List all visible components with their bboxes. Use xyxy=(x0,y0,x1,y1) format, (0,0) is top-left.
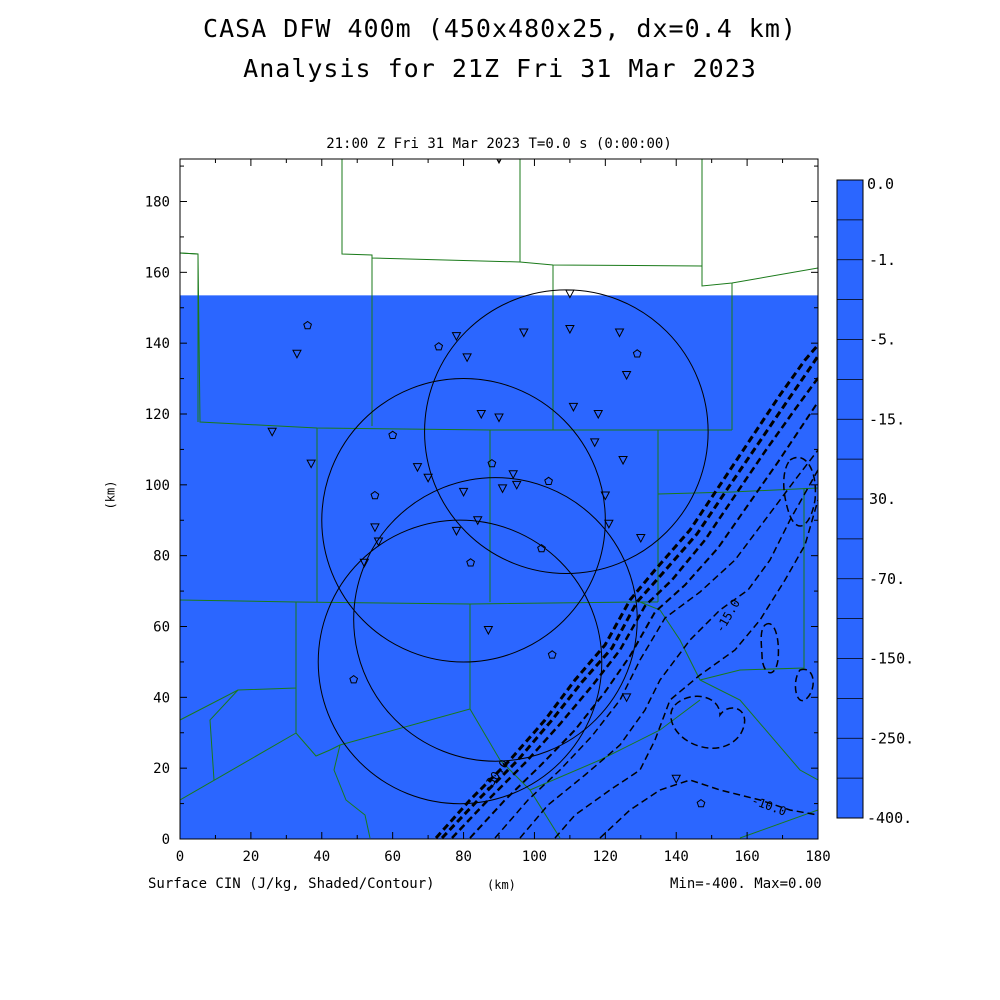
station-triangle xyxy=(494,413,504,423)
y-tick-label: 160 xyxy=(145,265,170,281)
station-triangle xyxy=(359,558,370,568)
station-triangle xyxy=(593,410,604,420)
station-pentagon xyxy=(537,543,546,553)
station-triangle xyxy=(635,533,646,544)
y-tick-label: 140 xyxy=(145,336,170,352)
station-pentagon xyxy=(466,558,475,567)
station-triangle xyxy=(497,484,508,494)
map-title: CASA DFW 400m (450x480x25, dx=0.4 km) xyxy=(203,14,797,43)
station-pentagon xyxy=(547,650,557,659)
station-triangle xyxy=(621,371,632,381)
station-triangle xyxy=(565,289,575,299)
station-triangle xyxy=(618,456,628,466)
station-triangle xyxy=(483,626,494,636)
x-tick-label: 180 xyxy=(805,849,830,865)
station-triangle xyxy=(565,325,575,335)
station-pentagon xyxy=(303,320,312,330)
map-subtitle: Analysis for 21Z Fri 31 Mar 2023 xyxy=(243,54,757,83)
y-tick-label: 60 xyxy=(153,620,170,636)
station-pentagon xyxy=(696,798,706,808)
station-triangle xyxy=(511,480,522,490)
min-max-label: Min=-400. Max=0.00 xyxy=(670,876,822,892)
station-triangle xyxy=(451,526,462,536)
range-ring xyxy=(317,519,603,805)
colorbar-label: 30. xyxy=(869,490,896,508)
station-pentagon xyxy=(349,674,359,684)
cin-contours xyxy=(434,344,818,839)
station-triangle xyxy=(373,537,384,547)
colorbar-label: -250. xyxy=(869,729,914,747)
station-triangle xyxy=(458,487,469,497)
station-triangle xyxy=(423,473,433,483)
station-pentagon xyxy=(370,490,380,500)
y-axis-ticks: 0 20 40 60 80 100 120 140 160 180 xyxy=(145,165,818,848)
station-triangle xyxy=(604,519,614,529)
station-pentagon xyxy=(487,458,497,468)
station-triangle xyxy=(671,774,682,784)
colorbar-label: -15. xyxy=(869,410,905,428)
colorbar-label: -70. xyxy=(869,570,905,588)
x-tick-label: 160 xyxy=(734,849,759,865)
station-triangle xyxy=(568,402,579,412)
station-triangle xyxy=(472,516,483,526)
station-triangle xyxy=(306,459,316,469)
x-tick-label: 120 xyxy=(593,849,618,865)
x-axis-label: (km) xyxy=(487,878,516,892)
station-triangle xyxy=(451,332,462,342)
x-tick-label: 0 xyxy=(176,849,184,865)
county-boundaries xyxy=(180,159,818,839)
colorbar-label: -1. xyxy=(869,251,896,269)
y-tick-label: 100 xyxy=(145,478,170,494)
cin-shaded-field xyxy=(180,295,818,840)
x-tick-label: 60 xyxy=(384,849,401,865)
x-tick-label: 40 xyxy=(313,849,330,865)
station-triangle xyxy=(476,410,487,420)
station-triangle xyxy=(508,470,519,480)
station-pentagon xyxy=(434,342,444,351)
y-tick-label: 80 xyxy=(153,549,170,565)
station-triangle xyxy=(600,491,611,501)
y-tick-label: 180 xyxy=(145,195,170,211)
colorbar-label: -400. xyxy=(867,809,912,827)
colorbar-label: -150. xyxy=(869,650,914,668)
station-triangle xyxy=(292,349,302,359)
colorbar-label: -5. xyxy=(869,331,896,349)
station-triangle xyxy=(621,693,632,703)
x-tick-label: 80 xyxy=(455,849,472,865)
station-triangle xyxy=(412,463,423,473)
station-markers xyxy=(267,159,706,808)
station-triangle xyxy=(267,427,277,437)
y-tick-label: 120 xyxy=(145,407,170,423)
colorbar: 0.0 -1. -5. -15. 30. -70. -150. -250. -400. xyxy=(836,175,914,827)
variable-label: Surface CIN (J/kg, Shaded/Contour) xyxy=(148,876,435,892)
colorbar-label: 0.0 xyxy=(867,175,894,193)
station-pentagon xyxy=(544,476,553,485)
x-tick-label: 140 xyxy=(664,849,689,865)
x-axis-ticks: 0 20 40 60 80 100 120 140 160 180 xyxy=(176,159,831,865)
station-triangle xyxy=(518,328,529,338)
station-triangle xyxy=(589,438,600,448)
y-tick-label: 0 xyxy=(162,832,170,848)
x-tick-label: 20 xyxy=(242,849,259,865)
station-triangle xyxy=(462,353,472,363)
station-pentagon xyxy=(388,430,398,439)
x-tick-label: 100 xyxy=(522,849,547,865)
y-tick-label: 20 xyxy=(153,761,170,777)
valid-time-label: 21:00 Z Fri 31 Mar 2023 T=0.0 s (0:00:00… xyxy=(326,136,672,152)
y-tick-label: 40 xyxy=(153,690,170,706)
station-triangle xyxy=(370,523,380,533)
station-pentagon xyxy=(632,349,642,358)
station-triangle xyxy=(614,328,625,338)
